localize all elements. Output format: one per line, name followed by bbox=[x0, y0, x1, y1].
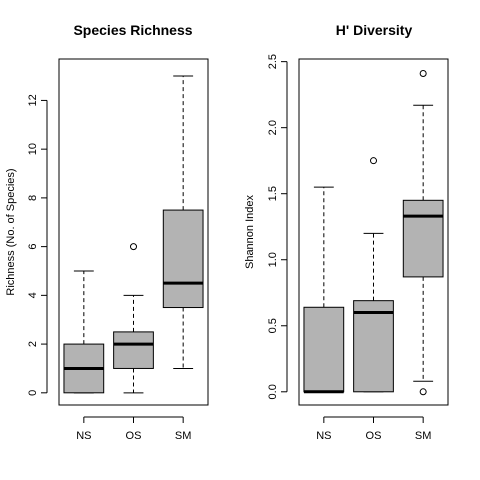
box-sm bbox=[402, 70, 444, 396]
y-tick-label: 2 bbox=[27, 341, 39, 347]
y-tick-label: 1.0 bbox=[267, 252, 279, 267]
y-tick-label: 12 bbox=[27, 94, 39, 106]
plot-frame bbox=[298, 58, 449, 406]
box-iqr bbox=[402, 199, 444, 278]
outlier-point bbox=[419, 388, 427, 396]
boxes bbox=[303, 70, 444, 396]
x-axis: NS OS SM bbox=[76, 416, 192, 442]
richness-panel: Species Richness Richness (No. of Specie… bbox=[5, 22, 209, 442]
y-tick-label: 8 bbox=[27, 195, 39, 201]
y-tick-label: 2.0 bbox=[267, 120, 279, 135]
chart-title: Species Richness bbox=[73, 22, 192, 38]
x-tick-label: SM bbox=[415, 430, 432, 442]
box-os bbox=[353, 157, 394, 393]
y-tick-label: 10 bbox=[27, 143, 39, 155]
chart-title: H' Diversity bbox=[336, 22, 413, 38]
y-tick-label: 1.5 bbox=[267, 186, 279, 201]
box-iqr bbox=[162, 209, 204, 309]
y-tick-label: 2.5 bbox=[267, 54, 279, 69]
boxes bbox=[63, 75, 204, 394]
x-axis: NS OS SM bbox=[316, 416, 432, 442]
box-ns bbox=[303, 186, 345, 394]
x-tick-label: OS bbox=[126, 430, 142, 442]
x-tick-label: NS bbox=[316, 430, 331, 442]
x-tick-label: NS bbox=[76, 430, 91, 442]
y-tick-label: 6 bbox=[27, 244, 39, 250]
outlier-point bbox=[370, 157, 377, 165]
box-iqr bbox=[353, 300, 394, 393]
box-iqr bbox=[303, 306, 345, 393]
box-ns bbox=[63, 270, 105, 394]
outlier-point bbox=[419, 70, 427, 78]
y-axis: 0.0 0.5 1.0 1.5 2.0 2.5 bbox=[267, 54, 288, 399]
diversity-panel: H' Diversity Shannon Index 0.0 0.5 1.0 1.5 2… bbox=[244, 22, 449, 442]
y-tick-label: 0.5 bbox=[267, 318, 279, 333]
box-os bbox=[113, 243, 154, 394]
plot-frame bbox=[58, 58, 209, 406]
outlier-point bbox=[130, 243, 137, 251]
x-tick-label: OS bbox=[366, 430, 382, 442]
y-axis-label: Richness (No. of Species) bbox=[5, 168, 17, 295]
y-tick-label: 4 bbox=[27, 292, 39, 298]
y-tick-label: 0 bbox=[27, 390, 39, 396]
y-axis: 0 2 4 6 8 10 12 bbox=[27, 94, 48, 396]
y-tick-label: 0.0 bbox=[267, 384, 279, 399]
box-sm bbox=[162, 75, 204, 369]
y-axis-label: Shannon Index bbox=[244, 194, 256, 269]
box-iqr bbox=[113, 331, 154, 369]
x-tick-label: SM bbox=[175, 430, 192, 442]
